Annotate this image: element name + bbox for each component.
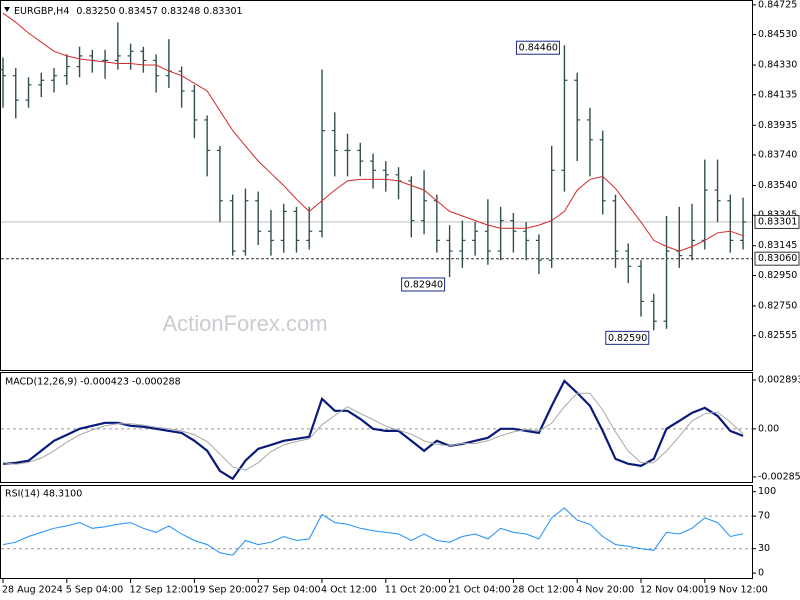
price-label-box [754,214,800,229]
y-tick-label: 70 [758,511,770,522]
indicator-line [2,379,744,481]
symbol: EURGBP,H4 [14,6,69,17]
x-tick-label: 21 Oct 04:00 [449,585,511,596]
rsi-panel [0,485,753,579]
y-tick-label: -0.002852 [758,471,800,482]
y-tick-label: 0.83740 [758,150,797,161]
y-tick-label: 0.002893 [758,375,800,386]
x-tick-label: 27 Sep 04:00 [257,585,320,596]
x-tick-label: 11 Oct 20:00 [385,585,447,596]
main-panel [0,0,753,371]
y-tick-label: 0.82555 [758,330,797,341]
macd-panel [0,372,753,483]
y-tick-label: 0.82750 [758,300,797,311]
symbol-title: EURGBP,H4 0.83250 0.83457 0.83248 0.83301 [14,6,243,17]
annotation-box [605,330,650,345]
annotation-box [401,277,446,292]
price-label-box [754,251,800,266]
quote: 0.83250 0.83457 0.83248 0.83301 [76,6,242,17]
y-tick-label: 0.84530 [758,29,797,40]
x-tick-label: 4 Oct 12:00 [321,585,377,596]
annotation-box [515,40,560,55]
x-tick-label: 28 Aug 2024 [2,585,63,596]
indicator-line [2,392,744,471]
y-tick-label: 0.83145 [758,240,797,251]
menu-icon [4,7,10,12]
indicator-line [2,507,744,556]
rsi-title: RSI(14) 48.3100 [5,489,82,500]
y-tick-label: 0.84330 [758,60,797,71]
watermark: ActionForex.com [162,311,327,336]
annotation-label: 0.84460 [519,43,558,54]
x-tick-label: 12 Nov 04:00 [640,585,704,596]
y-tick-label: 0.82950 [758,270,797,281]
macd-title: MACD(12,26,9) -0.000423 -0.000288 [5,377,181,388]
x-tick-label: 19 Nov 12:00 [704,585,768,596]
price-label: 0.83301 [758,216,797,227]
y-tick-label: 100 [758,486,776,497]
y-tick-label: 0.83540 [758,180,797,191]
y-tick-label: 0 [758,568,764,579]
moving-average [2,12,744,252]
annotation-label: 0.82940 [404,279,443,290]
x-tick-label: 28 Oct 12:00 [512,585,574,596]
x-tick-label: 19 Sep 20:00 [193,585,256,596]
annotation-label: 0.82590 [608,333,647,344]
x-tick-label: 12 Sep 12:00 [130,585,193,596]
y-tick-label: 0.00 [758,423,779,434]
y-tick-label: 30 [758,543,770,554]
y-tick-label: 0.84725 [758,0,797,10]
y-tick-label: 0.83935 [758,120,797,131]
price-label: 0.83060 [758,253,797,264]
x-tick-label: 5 Sep 04:00 [66,585,123,596]
y-tick-label: 0.84135 [758,89,797,100]
x-tick-label: 4 Nov 20:00 [576,585,634,596]
